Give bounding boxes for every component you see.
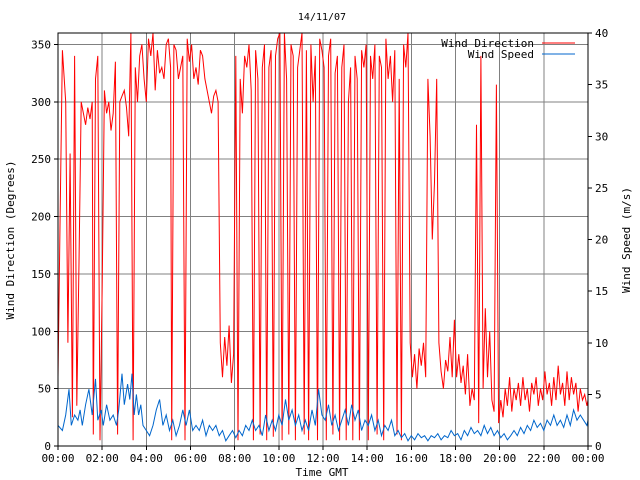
y2-tick-label: 10 — [595, 337, 608, 350]
x-tick-label: 14:00 — [351, 452, 384, 465]
y2-axis-label: Wind Speed (m/s) — [620, 187, 633, 293]
series-line-wind-direction — [57, 32, 589, 441]
legend-label: Wind Speed — [468, 48, 534, 61]
y-tick-label: 200 — [31, 211, 51, 224]
y2-tick-label: 15 — [595, 285, 608, 298]
legend-label: Wind Direction — [441, 37, 534, 50]
chart-title: 14/11/07 — [298, 12, 346, 23]
x-tick-label: 04:00 — [130, 452, 163, 465]
x-tick-label: 18:00 — [439, 452, 472, 465]
x-tick-label: 02:00 — [86, 452, 119, 465]
y-tick-label: 250 — [31, 153, 51, 166]
x-tick-label: 00:00 — [41, 452, 74, 465]
y2-tick-label: 5 — [595, 388, 602, 401]
x-tick-label: 20:00 — [483, 452, 516, 465]
x-tick-label: 06:00 — [174, 452, 207, 465]
y-tick-label: 300 — [31, 96, 51, 109]
x-tick-label: 12:00 — [306, 452, 339, 465]
y-tick-label: 100 — [31, 325, 51, 338]
y2-tick-label: 20 — [595, 234, 608, 247]
y-tick-label: 150 — [31, 268, 51, 281]
y-tick-label: 0 — [44, 440, 51, 453]
x-tick-label: 08:00 — [218, 452, 251, 465]
x-tick-label: 16:00 — [395, 452, 428, 465]
ticks-layer: 00:00 02:00 04:00 06:00 08:00 10:00 12:00 14:00… — [31, 27, 608, 465]
y2-tick-label: 35 — [595, 79, 608, 92]
y2-tick-label: 25 — [595, 182, 608, 195]
grid-layer — [58, 33, 588, 446]
y-tick-label: 50 — [38, 383, 51, 396]
y2-tick-label: 30 — [595, 130, 608, 143]
x-tick-label: 10:00 — [262, 452, 295, 465]
y-axis-label: Wind Direction (Degrees) — [4, 161, 17, 320]
y2-tick-label: 0 — [595, 440, 602, 453]
series-line-wind-speed — [57, 373, 589, 442]
y2-tick-label: 40 — [595, 27, 608, 40]
x-axis-label: Time GMT — [296, 466, 349, 479]
x-tick-label: 22:00 — [527, 452, 560, 465]
series-layer — [57, 32, 589, 442]
x-tick-label: 00:00 — [571, 452, 604, 465]
y-tick-label: 350 — [31, 38, 51, 51]
